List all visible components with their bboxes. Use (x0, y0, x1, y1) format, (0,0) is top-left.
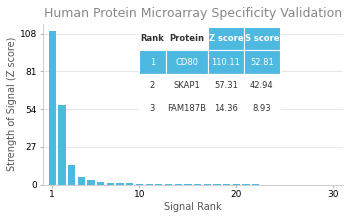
Text: 3: 3 (149, 104, 155, 113)
Bar (204, 184, 211, 185)
Text: Z score: Z score (209, 34, 243, 43)
Bar (78, 177, 85, 185)
Bar (252, 184, 259, 185)
Bar (194, 184, 201, 185)
FancyBboxPatch shape (166, 74, 208, 97)
FancyBboxPatch shape (139, 74, 166, 97)
Bar (126, 184, 133, 185)
Bar (136, 184, 143, 185)
Bar (146, 184, 153, 185)
Text: 57.31: 57.31 (214, 81, 238, 90)
Text: Rank: Rank (140, 34, 164, 43)
Bar (88, 180, 94, 185)
FancyBboxPatch shape (208, 27, 244, 50)
Text: 110.11: 110.11 (211, 58, 240, 67)
Bar (58, 104, 65, 185)
Bar (175, 184, 182, 185)
Bar (223, 184, 230, 185)
FancyBboxPatch shape (166, 27, 208, 50)
Bar (243, 184, 250, 185)
Text: 1: 1 (149, 58, 155, 67)
Text: 52.81: 52.81 (250, 58, 274, 67)
FancyBboxPatch shape (139, 50, 166, 74)
FancyBboxPatch shape (208, 97, 244, 120)
Text: SKAP1: SKAP1 (173, 81, 200, 90)
FancyBboxPatch shape (208, 50, 244, 74)
Text: FAM187B: FAM187B (167, 104, 206, 113)
FancyBboxPatch shape (166, 50, 208, 74)
FancyBboxPatch shape (244, 50, 280, 74)
Bar (165, 184, 172, 185)
Text: 2: 2 (149, 81, 155, 90)
Bar (68, 165, 75, 185)
Text: S score: S score (245, 34, 279, 43)
Bar (117, 183, 124, 185)
FancyBboxPatch shape (208, 74, 244, 97)
Text: Protein: Protein (169, 34, 204, 43)
FancyBboxPatch shape (139, 27, 166, 50)
FancyBboxPatch shape (244, 97, 280, 120)
Text: CD80: CD80 (175, 58, 198, 67)
FancyBboxPatch shape (166, 97, 208, 120)
X-axis label: Signal Rank: Signal Rank (164, 202, 222, 212)
FancyBboxPatch shape (139, 97, 166, 120)
Text: 42.94: 42.94 (250, 81, 274, 90)
Bar (184, 184, 191, 185)
Title: Human Protein Microarray Specificity Validation: Human Protein Microarray Specificity Val… (44, 7, 342, 20)
Bar (107, 183, 114, 185)
Y-axis label: Strength of Signal (Z score): Strength of Signal (Z score) (7, 37, 17, 171)
Bar (233, 184, 240, 185)
FancyBboxPatch shape (244, 74, 280, 97)
Bar (214, 184, 220, 185)
Bar (97, 182, 104, 185)
FancyBboxPatch shape (244, 27, 280, 50)
Bar (155, 184, 162, 185)
Bar (49, 31, 56, 185)
Text: 8.93: 8.93 (253, 104, 271, 113)
Text: 14.36: 14.36 (214, 104, 238, 113)
